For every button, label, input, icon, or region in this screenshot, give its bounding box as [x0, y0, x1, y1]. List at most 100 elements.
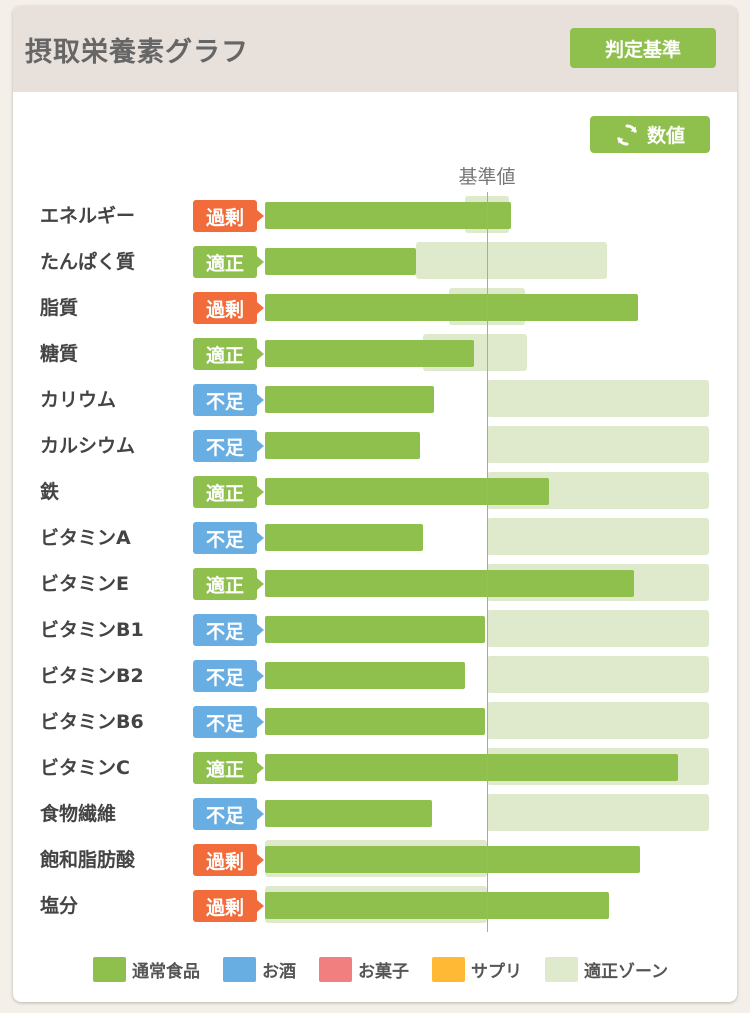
status-badge-label: 不足 — [205, 528, 244, 551]
legend-label: 通常食品 — [132, 961, 200, 982]
nutrient-row: ビタミンA 不足 — [0, 518, 750, 555]
nutrient-label: ビタミンB2 — [40, 665, 144, 687]
status-badge: 過剰 — [193, 844, 264, 876]
nutrient-row: 飽和脂肪酸 過剰 — [0, 840, 750, 877]
nutrient-label: カルシウム — [40, 435, 136, 457]
status-badge: 不足 — [193, 430, 264, 462]
intake-bar[interactable] — [265, 478, 550, 505]
status-badge: 過剰 — [193, 890, 264, 922]
legend-swatch — [319, 956, 352, 982]
status-badge-label: 過剰 — [205, 206, 244, 229]
refresh-icon — [617, 124, 637, 145]
proper-zone — [487, 794, 709, 831]
nutrient-row: ビタミンE 適正 — [0, 564, 750, 601]
intake-bar[interactable] — [265, 294, 638, 321]
nutrient-label: ビタミンA — [40, 527, 131, 549]
status-badge-label: 過剰 — [205, 850, 244, 873]
nutrient-row: エネルギー 過剰 — [0, 196, 750, 233]
nutrient-row: たんぱく質 適正 — [0, 242, 750, 279]
status-badge-label: 適正 — [205, 252, 244, 275]
intake-bar[interactable] — [265, 340, 474, 367]
nutrient-label: 鉄 — [40, 481, 60, 503]
status-badge: 不足 — [193, 522, 264, 554]
status-badge-label: 不足 — [205, 666, 244, 689]
status-badge: 過剰 — [193, 200, 264, 232]
nutrient-row: ビタミンB1 不足 — [0, 610, 750, 647]
legend-label: お菓子 — [358, 961, 409, 982]
status-badge-label: 不足 — [205, 436, 244, 459]
intake-bar[interactable] — [265, 570, 634, 597]
nutrient-row: カルシウム 不足 — [0, 426, 750, 463]
reference-label: 基準値 — [458, 166, 516, 188]
status-badge-label: 適正 — [205, 482, 244, 505]
status-badge: 適正 — [193, 568, 264, 600]
nutrient-row: 食物繊維 不足 — [0, 794, 750, 831]
intake-bar[interactable] — [265, 800, 432, 827]
nutrient-label: 食物繊維 — [40, 803, 117, 825]
status-badge-label: 過剰 — [205, 896, 244, 919]
nutrient-label: エネルギー — [40, 205, 136, 227]
legend-item: 適正ゾーン — [545, 956, 669, 982]
nutrient-label: たんぱく質 — [40, 251, 136, 273]
intake-bar[interactable] — [265, 432, 421, 459]
nutrient-row: ビタミンB6 不足 — [0, 702, 750, 739]
nutrient-label: 糖質 — [40, 343, 79, 365]
page-title: 摂取栄養素グラフ — [25, 37, 249, 68]
status-badge-label: 適正 — [205, 574, 244, 597]
status-badge: 不足 — [193, 660, 264, 692]
proper-zone — [487, 518, 709, 555]
intake-bar[interactable] — [265, 846, 641, 873]
proper-zone — [487, 702, 709, 739]
legend-label: サプリ — [471, 961, 522, 982]
card-header: 摂取栄養素グラフ 判定基準 — [13, 6, 737, 92]
intake-bar[interactable] — [265, 708, 485, 735]
nutrient-row: カリウム 不足 — [0, 380, 750, 417]
status-badge-label: 適正 — [205, 344, 244, 367]
status-badge: 不足 — [193, 384, 264, 416]
intake-bar[interactable] — [265, 386, 434, 413]
proper-zone — [487, 426, 709, 463]
values-toggle-button[interactable]: 数値 — [590, 116, 710, 153]
status-badge: 過剰 — [193, 292, 264, 324]
nutrient-label: 塩分 — [40, 895, 79, 917]
intake-bar[interactable] — [265, 248, 416, 275]
nutrient-row: 脂質 過剰 — [0, 288, 750, 325]
proper-zone — [487, 656, 709, 693]
intake-bar[interactable] — [265, 892, 610, 919]
legend-swatch — [545, 956, 578, 982]
criteria-button[interactable]: 判定基準 — [570, 28, 716, 68]
status-badge-label: 不足 — [205, 390, 244, 413]
nutrient-label: 飽和脂肪酸 — [40, 849, 136, 871]
values-button-label: 数値 — [646, 125, 685, 147]
intake-bar[interactable] — [265, 202, 512, 229]
nutrient-row: ビタミンB2 不足 — [0, 656, 750, 693]
intake-bar[interactable] — [265, 754, 678, 781]
nutrient-label: ビタミンC — [40, 757, 130, 779]
intake-bar[interactable] — [265, 616, 485, 643]
status-badge: 不足 — [193, 798, 264, 830]
nutrient-label: カリウム — [40, 389, 117, 411]
status-badge: 適正 — [193, 476, 264, 508]
intake-bar[interactable] — [265, 662, 465, 689]
proper-zone — [415, 242, 607, 279]
status-badge-label: 不足 — [205, 804, 244, 827]
status-badge-label: 不足 — [205, 712, 244, 735]
status-badge-label: 不足 — [205, 620, 244, 643]
status-badge: 適正 — [193, 752, 264, 784]
nutrient-label: ビタミンB6 — [40, 711, 144, 733]
proper-zone — [487, 380, 709, 417]
legend-item: 通常食品 — [93, 956, 200, 982]
legend-item: お菓子 — [319, 956, 409, 982]
proper-zone — [487, 610, 709, 647]
legend-item: サプリ — [432, 956, 522, 982]
status-badge-label: 適正 — [205, 758, 244, 781]
legend-label: お酒 — [262, 961, 296, 982]
nutrient-label: ビタミンB1 — [40, 619, 144, 641]
legend-item: お酒 — [223, 956, 296, 982]
status-badge: 不足 — [193, 706, 264, 738]
nutrient-row: 塩分 過剰 — [0, 886, 750, 923]
nutrient-row: 糖質 適正 — [0, 334, 750, 371]
intake-bar[interactable] — [265, 524, 423, 551]
legend-label: 適正ゾーン — [584, 961, 669, 982]
